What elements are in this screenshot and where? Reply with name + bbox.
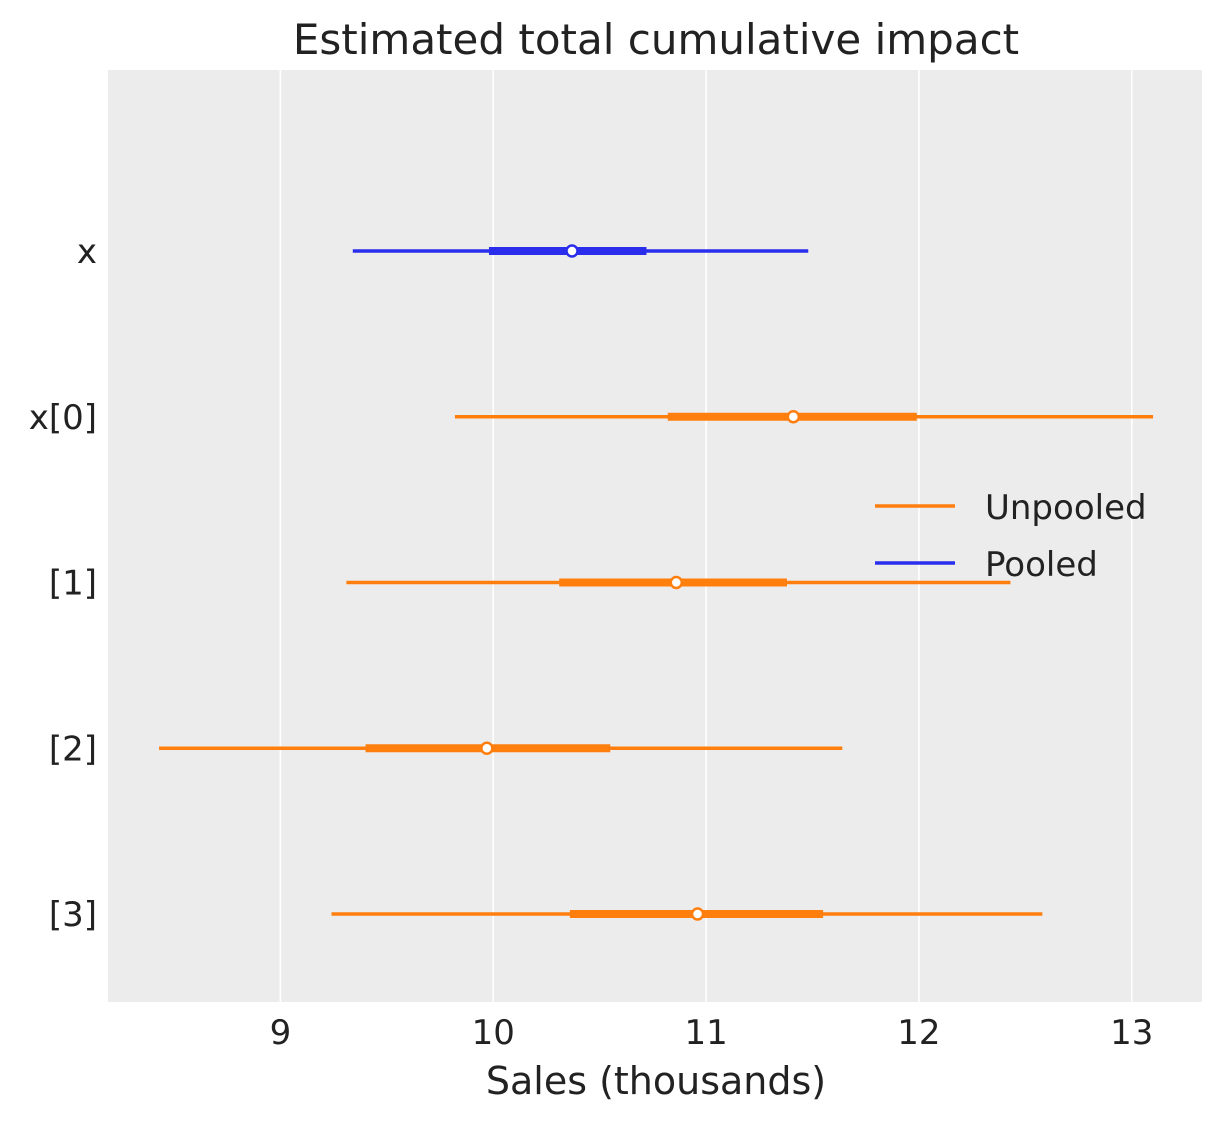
point-estimate xyxy=(565,244,579,258)
y-tick-label: [3] xyxy=(49,895,97,935)
x-axis-label: Sales (thousands) xyxy=(486,1059,826,1103)
y-tick-label: [1] xyxy=(49,564,97,604)
point-estimate xyxy=(480,741,494,755)
point-estimate xyxy=(669,575,684,590)
plot-area xyxy=(108,70,1202,1002)
x-tick-label: 13 xyxy=(1110,1013,1153,1053)
y-tick-label: x xyxy=(77,232,97,272)
legend: Unpooled Pooled xyxy=(875,488,1147,585)
legend-label: Pooled xyxy=(985,545,1098,585)
chart-title: Estimated total cumulative impact xyxy=(293,15,1019,64)
x-tick-label: 9 xyxy=(270,1013,292,1053)
point-estimate xyxy=(690,907,705,921)
y-tick-label: x[0] xyxy=(29,398,97,438)
point-estimate xyxy=(786,410,801,424)
x-tick-label: 12 xyxy=(897,1013,940,1053)
x-tick-label: 11 xyxy=(684,1013,727,1053)
x-tick-label: 10 xyxy=(472,1013,515,1053)
y-tick-label: [2] xyxy=(49,729,97,769)
legend-label: Unpooled xyxy=(985,488,1147,528)
